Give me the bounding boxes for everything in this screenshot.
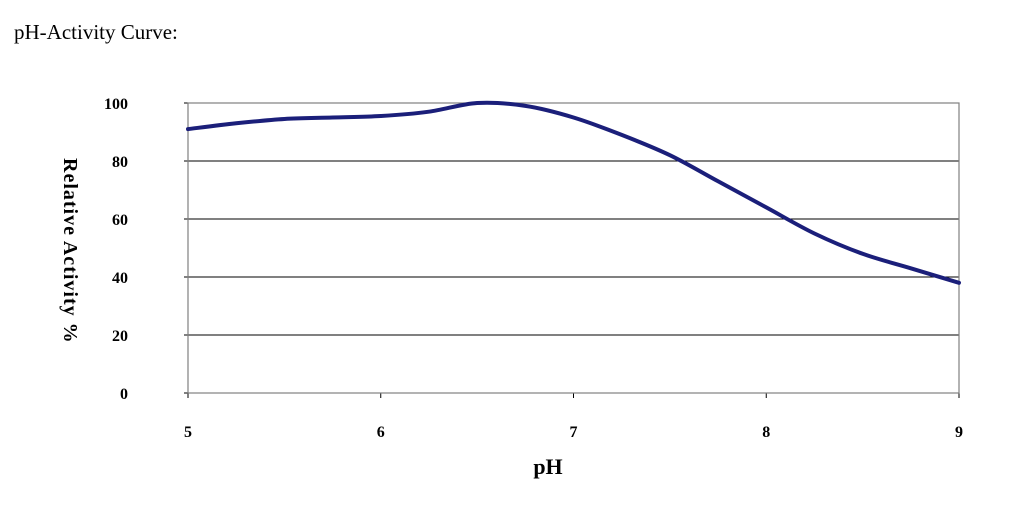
x-axis-label: pH xyxy=(533,454,562,479)
plot-area-frame xyxy=(187,102,960,394)
page-title: pH-Activity Curve: xyxy=(14,20,178,44)
x-tick-label: 8 xyxy=(762,424,770,441)
y-axis-label: Relative Activity % xyxy=(59,158,81,344)
x-tick-label: 5 xyxy=(184,424,192,441)
y-tick-label: 60 xyxy=(112,212,128,229)
series-lines xyxy=(186,100,961,285)
series-line-0 xyxy=(186,100,961,285)
y-tick-label: 0 xyxy=(120,386,128,403)
y-tick-label: 80 xyxy=(112,154,128,171)
y-tick-label: 100 xyxy=(104,96,128,113)
y-tick-label: 20 xyxy=(112,328,128,345)
x-tick-label: 6 xyxy=(377,424,385,441)
x-tick-label: 9 xyxy=(955,424,963,441)
x-tick-labels: 5 6 7 8 9 xyxy=(184,424,963,441)
x-tick-label: 7 xyxy=(570,424,578,441)
grid-lines xyxy=(184,102,960,398)
y-tick-labels: 0 20 40 60 80 100 xyxy=(104,96,128,403)
y-tick-label: 40 xyxy=(112,270,128,287)
